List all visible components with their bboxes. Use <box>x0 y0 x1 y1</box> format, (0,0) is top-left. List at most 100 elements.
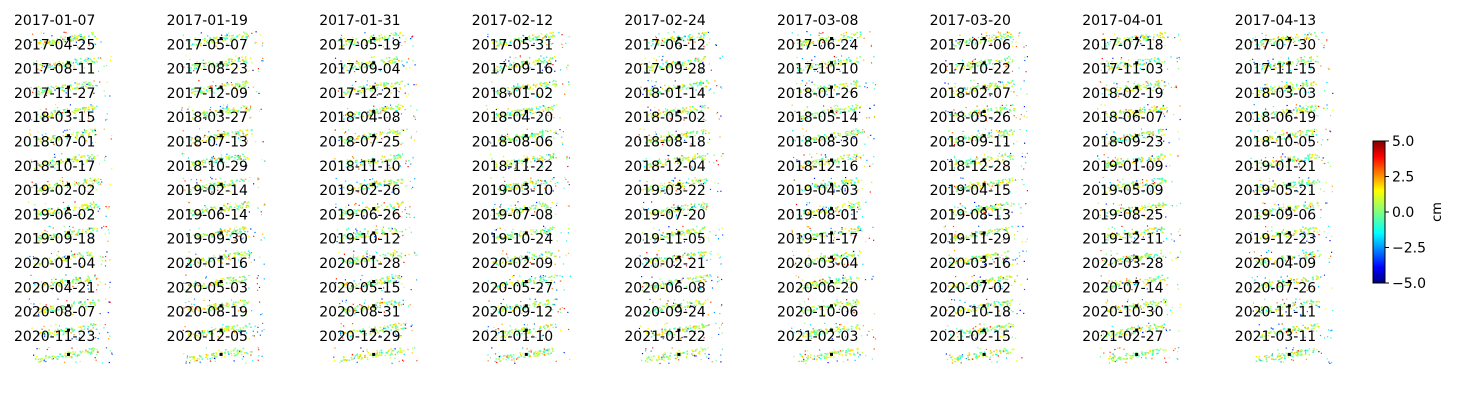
pixel <box>81 62 84 65</box>
pixel <box>351 156 354 158</box>
pixel <box>549 81 551 83</box>
pixel <box>1143 37 1145 40</box>
pixel <box>874 84 877 86</box>
pixel <box>1285 39 1288 41</box>
pixel <box>822 37 825 40</box>
pixel <box>1178 33 1180 35</box>
pixel <box>801 43 803 45</box>
pixel <box>1102 33 1104 35</box>
pixel <box>1013 91 1015 93</box>
panel: 2017-04-01 <box>1082 13 1181 48</box>
pixel <box>388 57 391 59</box>
pixel <box>1118 37 1120 39</box>
pixel <box>986 35 988 37</box>
pixel <box>1015 45 1017 48</box>
pixel <box>869 31 871 33</box>
pixel <box>851 105 854 107</box>
pixel <box>390 32 393 35</box>
pixel <box>986 105 988 107</box>
pixel <box>204 63 206 65</box>
pixel <box>990 131 993 134</box>
pixel <box>240 129 242 131</box>
pixel <box>383 37 385 40</box>
pixel <box>1303 39 1305 41</box>
pixel <box>41 66 44 68</box>
pixel <box>39 69 41 71</box>
pixel <box>969 40 972 42</box>
pixel <box>393 34 396 37</box>
pixel <box>49 66 52 68</box>
pixel <box>515 37 517 40</box>
pixel <box>503 43 505 46</box>
pixel <box>406 128 408 130</box>
pixel <box>800 83 802 85</box>
pixel <box>833 105 835 107</box>
pixel <box>1321 42 1323 44</box>
pixel <box>1168 83 1170 85</box>
pixel <box>1307 34 1309 36</box>
pixel <box>995 130 998 132</box>
pixel <box>404 41 406 43</box>
pixel <box>808 43 810 46</box>
pixel <box>1270 43 1273 45</box>
pixel <box>53 41 55 44</box>
pixel <box>39 41 42 44</box>
pixel <box>63 64 65 66</box>
pixel <box>688 37 691 39</box>
panel-date-label: 2017-01-31 <box>319 13 400 29</box>
pixel <box>1010 33 1012 36</box>
pixel <box>1280 37 1283 39</box>
panel-date-label: 2018-07-13 <box>167 135 248 151</box>
panel-date-label: 2018-07-01 <box>14 135 95 151</box>
pixel <box>391 83 393 85</box>
pixel <box>195 44 198 47</box>
pixel <box>702 82 705 84</box>
pixel <box>856 81 859 83</box>
pixel <box>210 64 213 66</box>
pixel <box>517 40 520 42</box>
pixel <box>373 34 375 36</box>
pixel <box>856 31 858 34</box>
pixel <box>562 83 564 85</box>
pixel <box>962 130 964 133</box>
pixel <box>870 44 872 46</box>
pixel <box>70 67 72 69</box>
pixel <box>944 82 946 84</box>
pixel <box>1310 57 1312 59</box>
pixel <box>380 82 382 84</box>
pixel <box>1116 37 1118 39</box>
pixel <box>1178 138 1180 140</box>
pixel <box>413 139 416 141</box>
pixel <box>1153 39 1155 41</box>
pixel <box>378 40 381 42</box>
pixel <box>373 55 375 58</box>
pixel <box>189 69 191 72</box>
pixel <box>513 57 515 59</box>
pixel <box>46 42 48 44</box>
pixel <box>990 129 993 131</box>
pixel <box>79 57 82 60</box>
pixel <box>1284 44 1286 46</box>
pixel <box>800 44 802 46</box>
pixel <box>1024 56 1026 58</box>
pixel <box>822 41 824 43</box>
pixel <box>561 34 563 36</box>
pixel <box>210 37 212 39</box>
pixel <box>69 45 71 47</box>
pixel <box>231 58 233 61</box>
pixel <box>410 163 412 165</box>
pixel <box>1260 41 1263 43</box>
pixel <box>543 37 545 39</box>
pixel <box>389 154 392 156</box>
pixel <box>91 33 94 36</box>
pixel <box>509 41 511 43</box>
pixel <box>651 80 653 82</box>
pixel <box>242 59 244 62</box>
pixel <box>680 38 683 41</box>
pixel <box>1023 106 1025 108</box>
pixel <box>1143 106 1146 109</box>
pixel <box>111 168 113 170</box>
pixel <box>243 61 245 63</box>
pixel <box>1011 104 1014 106</box>
pixel <box>553 83 555 85</box>
